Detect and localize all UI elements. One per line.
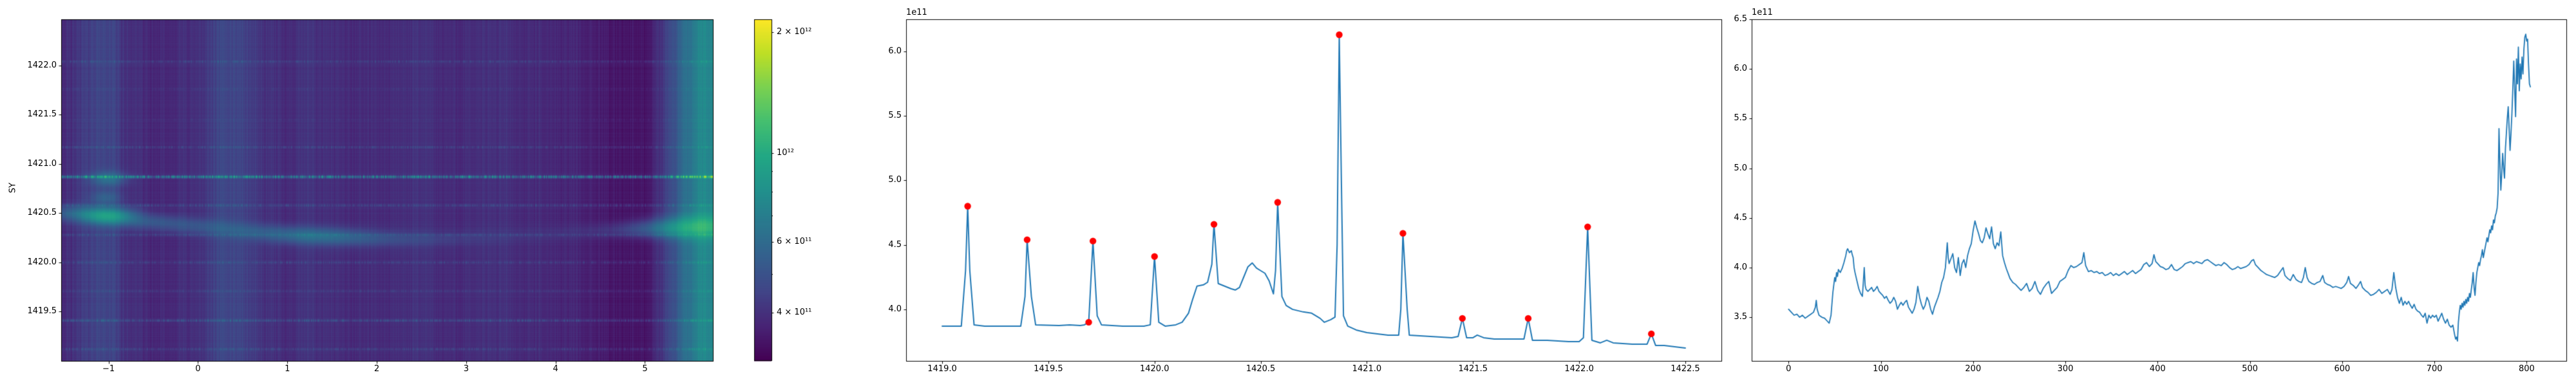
spectrum-xtick-label: 1419.5 (1034, 364, 1063, 374)
spectrum-ytick-label: 5.5 (888, 111, 902, 121)
spectrum-xtick-label: 1420.0 (1139, 364, 1170, 374)
timeseries-xtick-label: 0 (1786, 364, 1792, 374)
timeseries-ytick-label: 3.5 (1734, 311, 1747, 322)
timeseries-xtick-label: 500 (2242, 364, 2259, 374)
spectrum-xtick-label: 1422.0 (1564, 364, 1594, 374)
spectrum-offset-text: 1e11 (906, 8, 927, 17)
heatmap-ylabel: SY (8, 182, 18, 194)
colorbar-tick-label: 2 × 10¹² (777, 26, 812, 37)
heatmap-ytick-label: 1421.0 (27, 158, 57, 169)
colorbar-tick-label: 6 × 10¹¹ (777, 237, 812, 247)
spectrum-ytick-label: 4.0 (888, 304, 902, 314)
spectrum-xtick-label: 1421.5 (1458, 364, 1488, 374)
heatmap-xtick-label: 0 (195, 364, 201, 374)
spectrum-ytick-label: 5.0 (888, 175, 902, 185)
heatmap-ytick-label: 1419.5 (27, 306, 57, 317)
heatmap-ytick-label: 1420.5 (27, 208, 57, 218)
colorbar-tick-label: 10¹² (777, 147, 794, 158)
spectrum-ytick-label: 4.5 (888, 239, 902, 250)
timeseries-xtick-label: 300 (2057, 364, 2074, 374)
spectrum-xtick-label: 1419.0 (927, 364, 957, 374)
heatmap-ytick-label: 1421.5 (27, 109, 57, 120)
spectrum-ytick-label: 6.0 (888, 46, 902, 56)
timeseries-xtick-label: 600 (2334, 364, 2351, 374)
spectrum-xtick-label: 1421.0 (1352, 364, 1382, 374)
timeseries-ytick-label: 6.0 (1734, 64, 1747, 74)
timeseries-xtick-label: 400 (2149, 364, 2166, 374)
heatmap-xtick-label: −1 (102, 364, 115, 374)
heatmap-xtick-label: 2 (374, 364, 380, 374)
timeseries-ytick-label: 4.5 (1734, 212, 1747, 223)
timeseries-xtick-label: 200 (1965, 364, 1982, 374)
timeseries-xtick-label: 800 (2518, 364, 2535, 374)
timeseries-ytick-label: 5.0 (1734, 163, 1747, 173)
timeseries-ytick-label: 6.5 (1734, 14, 1747, 24)
spectrum-xtick-label: 1420.5 (1245, 364, 1276, 374)
heatmap-xtick-label: 1 (285, 364, 290, 374)
timeseries-offset-text: 1e11 (1752, 8, 1773, 17)
colorbar-tick-label: 4 × 10¹¹ (777, 308, 812, 318)
heatmap-ytick-label: 1420.0 (27, 257, 57, 267)
timeseries-ytick-label: 4.0 (1734, 262, 1747, 272)
heatmap-ytick-label: 1422.0 (27, 60, 57, 70)
heatmap-xtick-label: 4 (553, 364, 558, 374)
heatmap-xtick-label: 5 (642, 364, 648, 374)
timeseries-xtick-label: 100 (1873, 364, 1889, 374)
timeseries-ytick-label: 5.5 (1734, 113, 1747, 124)
spectrum-xtick-label: 1422.5 (1671, 364, 1700, 374)
heatmap-xtick-label: 3 (463, 364, 469, 374)
timeseries-xtick-label: 700 (2426, 364, 2443, 374)
